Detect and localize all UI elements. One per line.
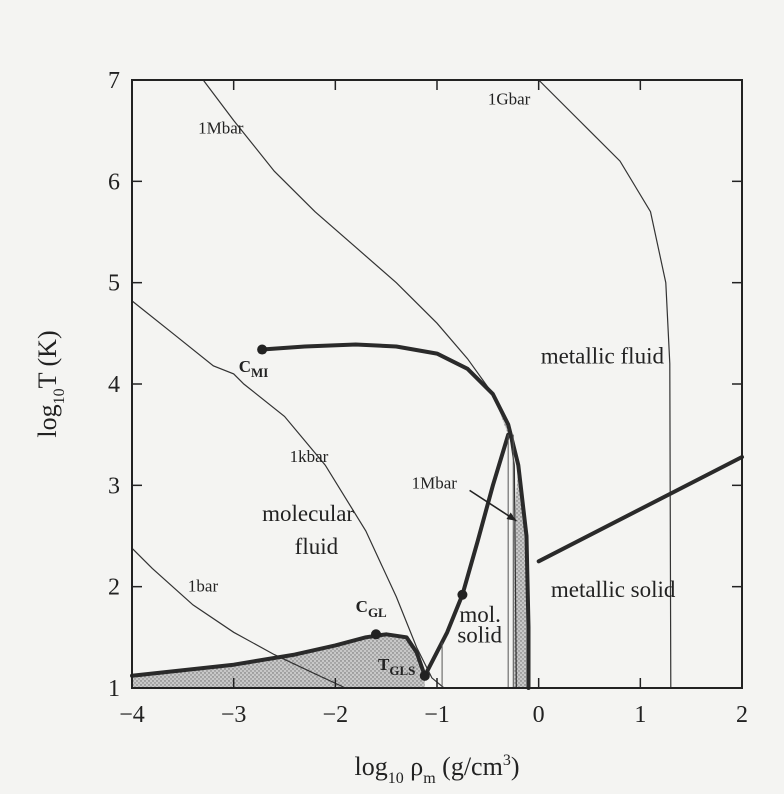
shaded-regions (132, 394, 529, 688)
chart-labels: 1bar 1kbar 1Mbar 1Gbar metallic fluid metalli… (188, 89, 676, 677)
annotation-arrow (469, 489, 517, 522)
y-tick-label: 7 (108, 68, 120, 94)
isobar-label: 1kbar (290, 447, 329, 466)
point-label: CMI (239, 357, 269, 380)
y-tick-label: 6 (108, 169, 120, 195)
x-tick-label: 2 (736, 702, 748, 728)
y-tick-label: 2 (108, 575, 120, 601)
region-label: metallic fluid (541, 344, 665, 369)
isobar-annotation: 1Mbar (412, 473, 517, 522)
x-tick-label: −2 (323, 702, 349, 728)
point-C_GL (371, 629, 381, 640)
critical-points (257, 344, 468, 681)
region-label: solid (457, 622, 502, 647)
phase-boundaries (130, 342, 744, 690)
x-tick-label: 0 (533, 702, 545, 728)
y-tick-label: 5 (108, 271, 120, 297)
boundary-gas-liquid (130, 632, 427, 678)
x-tick-label: −3 (221, 702, 247, 728)
x-tick-label: −1 (424, 702, 450, 728)
y-tick-label: 3 (108, 473, 120, 499)
x-tick-label: 1 (634, 702, 646, 728)
point-label: TGLS (378, 655, 415, 678)
boundary-melting (422, 432, 511, 678)
point-mol-solid-junction (457, 589, 468, 600)
point-label: CGL (356, 597, 387, 620)
point-C_MI (257, 344, 268, 355)
isobar-1bar (131, 547, 346, 689)
y-axis-title: log10T (K) (33, 330, 68, 437)
isobar-1Gbar (538, 79, 672, 689)
isobar-1kbar (131, 300, 445, 689)
boundary-metallic-melting (536, 455, 744, 564)
region-PPT-coexistence (492, 394, 529, 688)
x-axis-title: log10 ρm (g/cm3) (355, 752, 520, 787)
isobar-lines (131, 79, 672, 689)
region-label: molecular (262, 501, 354, 526)
boundary-molecular-metallic (260, 342, 531, 690)
isobar-label: 1Mbar (198, 119, 244, 138)
isobar-label: 1bar (188, 577, 219, 596)
y-tick-label: 4 (108, 372, 120, 398)
region-liquid-gas-coexistence (132, 634, 425, 688)
point-T_GLS (419, 670, 430, 681)
annotation-label: 1Mbar (412, 473, 458, 492)
axis-ticks: −4 −3 −2 −1 0 1 2 1 2 3 4 5 6 7 (108, 68, 748, 728)
isobar-1Mbar (202, 79, 517, 689)
x-tick-label: −4 (119, 702, 145, 728)
isobar-label: 1Gbar (488, 89, 531, 108)
region-label: metallic solid (551, 577, 676, 602)
region-label: mol. (459, 602, 501, 627)
annotation-arrowhead (506, 512, 517, 521)
y-tick-label: 1 (108, 676, 120, 702)
region-label: fluid (295, 534, 339, 559)
